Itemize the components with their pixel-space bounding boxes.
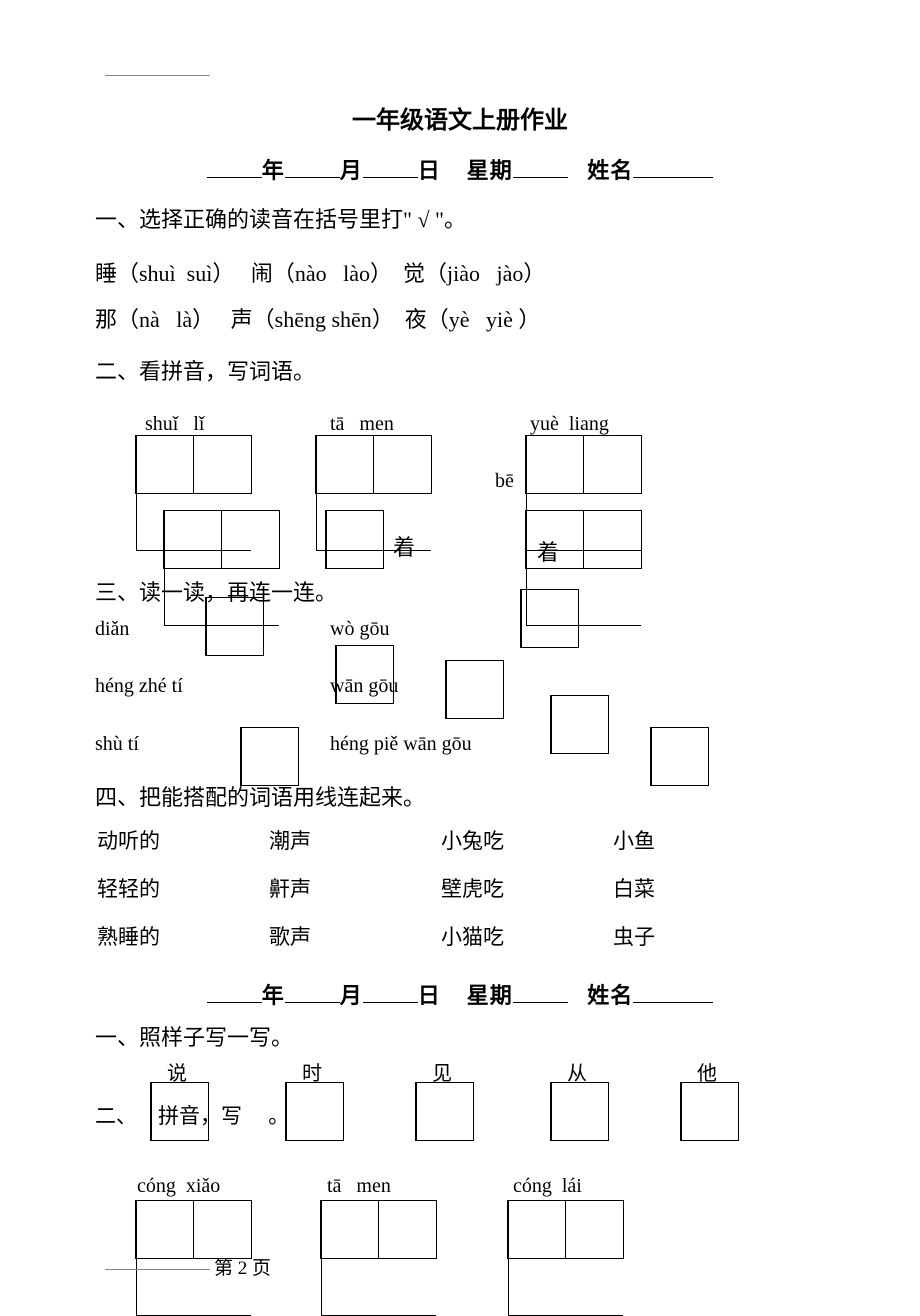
section-1-row-2: 那（nà là） 声（shēng shēn） 夜（yè yiè ） [95,297,825,343]
tianzige-single[interactable] [285,1082,344,1141]
tianzige-single[interactable] [550,1082,609,1141]
footer-rule [105,1269,210,1270]
label-weekday: 星期 [467,158,513,183]
section-1-heading: 一、选择正确的读音在括号里打" √ "。 [95,199,825,241]
cell: 动听的 [97,817,267,863]
section-1-row-1: 睡（shuì suì） 闹（nào lào） 觉（jiào jào） [95,251,825,297]
s6-pinyin-2: tā men [327,1175,391,1198]
table-row: 熟睡的 歌声 小猫吃 虫子 [97,913,733,959]
dateline-1: 年 月 日 星期 姓名 [95,153,825,185]
tianzige-single[interactable] [240,727,299,786]
blank-day-2[interactable] [363,979,418,1003]
s6-pinyin-3: cóng lái [513,1175,582,1198]
label-weekday-2: 星期 [467,983,513,1008]
cell: 小猫吃 [441,913,611,959]
table-row: 轻轻的 鼾声 壁虎吃 白菜 [97,865,733,911]
s6-pinyin-1: cóng xiǎo [137,1175,220,1198]
tianzige-double[interactable] [525,435,642,494]
tianzige-single[interactable] [520,589,579,648]
blank-name[interactable] [633,154,713,178]
blank-month[interactable] [285,154,340,178]
pinyin-shui-li: shuǐ lǐ [145,413,204,436]
cell: 虫子 [613,913,733,959]
cell: 壁虎吃 [441,865,611,911]
cell: 鼾声 [269,865,439,911]
label-zhe-1: 着 [393,530,415,562]
dateline-2: 年 月 日 星期 姓名 [95,978,825,1010]
label-name-2: 姓名 [587,983,633,1008]
matching-table: 动听的 潮声 小兔吃 小鱼 轻轻的 鼾声 壁虎吃 白菜 熟睡的 歌声 小猫吃 虫… [95,815,735,961]
tianzige-single[interactable] [445,660,504,719]
blank-day[interactable] [363,154,418,178]
tianzige-double[interactable] [135,1200,252,1259]
tianzige-single[interactable] [650,727,709,786]
cell: 小鱼 [613,817,733,863]
label-name: 姓名 [587,158,633,183]
pinyin-yue-liang: yuè liang [530,413,609,436]
label-year: 年 [262,158,285,183]
tianzige-single[interactable] [415,1082,474,1141]
section-2-heading: 二、看拼音，写词语。 [95,351,825,393]
cell: 潮声 [269,817,439,863]
blank-weekday-2[interactable] [513,979,568,1003]
tianzige-double[interactable] [163,510,280,569]
page-footer: 第 2 页 [105,1253,805,1280]
blank-weekday[interactable] [513,154,568,178]
blank-year[interactable] [207,154,262,178]
blank-year-2[interactable] [207,979,262,1003]
s3-right-3: héng piě wān gōu [330,733,472,756]
s3-right-1: wò gōu [330,618,389,641]
page-content: 一年级语文上册作业 年月日 星期 姓名 一、选择正确的读音在括号里打" √ "。… [95,100,825,1200]
s3-left-2: héng zhé tí [95,675,183,698]
pinyin-be: bē [495,470,514,493]
label-month-2: 月 [340,983,363,1008]
blank-name-2[interactable] [633,979,713,1003]
tianzige-single[interactable] [205,597,264,656]
tianzige-single[interactable] [680,1082,739,1141]
tianzige-double[interactable] [525,510,642,569]
tianzige-double[interactable] [135,435,252,494]
page-number-label: 第 2 页 [214,1258,271,1279]
section-5-heading: 一、照样子写一写。 [95,1020,293,1052]
label-year-2: 年 [262,983,285,1008]
label-day-2: 日 [418,983,441,1008]
cell: 白菜 [613,865,733,911]
tianzige-double[interactable] [507,1200,624,1259]
s3-left-3: shù tí [95,733,139,756]
doc-title: 一年级语文上册作业 [95,100,825,135]
table-row: 动听的 潮声 小兔吃 小鱼 [97,817,733,863]
tianzige-single[interactable] [325,510,384,569]
cell: 小兔吃 [441,817,611,863]
label-day: 日 [418,158,441,183]
tianzige-single[interactable] [150,1082,209,1141]
cell: 熟睡的 [97,913,267,959]
header-rule [105,75,210,76]
cell: 歌声 [269,913,439,959]
label-month: 月 [340,158,363,183]
blank-month-2[interactable] [285,979,340,1003]
tianzige-double[interactable] [315,435,432,494]
tianzige-double[interactable] [320,1200,437,1259]
tianzige-single[interactable] [550,695,609,754]
s3-left-1: diǎn [95,618,129,641]
tianzige-single[interactable] [335,645,394,704]
pinyin-ta-men: tā men [330,413,394,436]
cell: 轻轻的 [97,865,267,911]
